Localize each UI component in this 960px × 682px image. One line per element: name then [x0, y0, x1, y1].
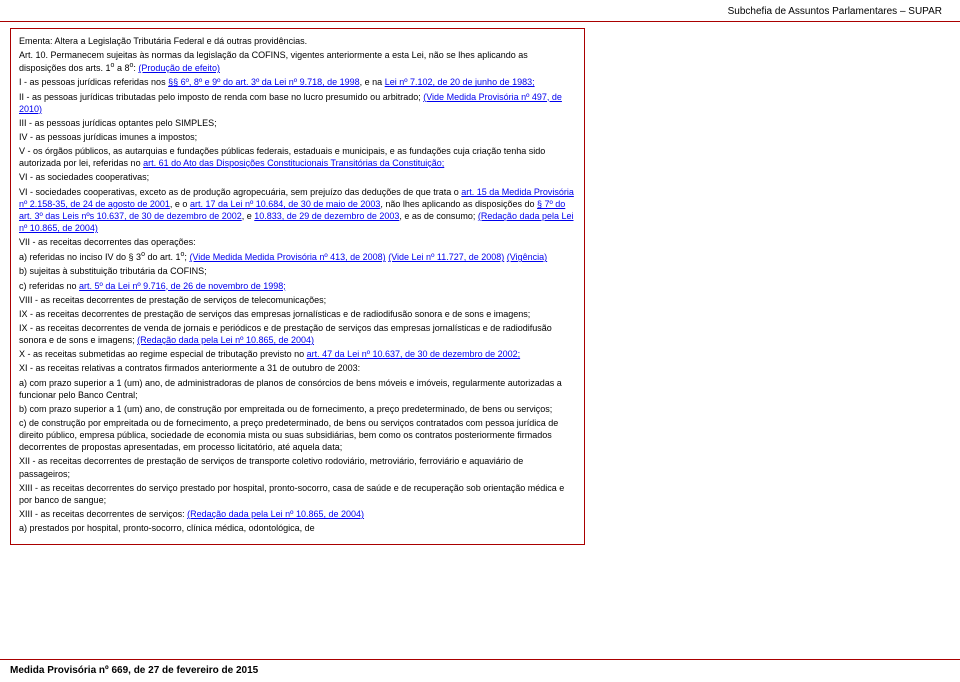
vi2-c: , não lhes aplicando as disposições do	[380, 199, 537, 209]
inciso-v: V - os órgãos públicos, as autarquias e …	[19, 145, 576, 169]
vi2-d: , e	[242, 211, 255, 221]
alinea-c: c) referidas no art. 5º da Lei nº 9.716,…	[19, 280, 576, 292]
link-redacao-10865-c[interactable]: (Redação dada pela Lei nº 10.865, de 200…	[187, 509, 364, 519]
art10-line: Art. 10. Permanecem sujeitas às normas d…	[19, 49, 576, 74]
link-lei-7102[interactable]: Lei nº 7.102, de 20 de junho de 1983;	[385, 77, 535, 87]
vi2-a: VI - sociedades cooperativas, exceto as …	[19, 187, 461, 197]
i-text-a: I - as pessoas jurídicas referidas nos	[19, 77, 168, 87]
link-lei-9718[interactable]: §§ 6º, 8º e 9º do art. 3º da Lei nº 9.71…	[168, 77, 360, 87]
xiii2-text: XIII - as receitas decorrentes de serviç…	[19, 509, 187, 519]
inciso-vi-b: VI - sociedades cooperativas, exceto as …	[19, 186, 576, 235]
ii-text: II - as pessoas jurídicas tributadas pel…	[19, 92, 423, 102]
inciso-vii: VII - as receitas decorrentes das operaç…	[19, 236, 576, 248]
a-text-b: do art. 1	[145, 252, 181, 262]
art10-text-a: Art. 10. Permanecem sujeitas às normas d…	[19, 50, 528, 73]
inciso-viii: VIII - as receitas decorrentes de presta…	[19, 294, 576, 306]
link-art47-lei10637[interactable]: art. 47 da Lei nº 10.637, de 30 de dezem…	[307, 349, 520, 359]
inciso-i: I - as pessoas jurídicas referidas nos §…	[19, 76, 576, 88]
link-lei-11727[interactable]: (Vide Lei nº 11.727, de 2008)	[388, 252, 504, 262]
inciso-iii: III - as pessoas jurídicas optantes pelo…	[19, 117, 576, 129]
inciso-ix-a: IX - as receitas decorrentes de prestaçã…	[19, 308, 576, 320]
x-text: X - as receitas submetidas ao regime esp…	[19, 349, 307, 359]
xi-alinea-b: b) com prazo superior a 1 (um) ano, de c…	[19, 403, 576, 415]
document-body: Ementa: Altera a Legislação Tributária F…	[11, 29, 584, 544]
vi2-b: , e o	[170, 199, 190, 209]
c-text: c) referidas no	[19, 281, 79, 291]
inciso-ix-b: IX - as receitas decorrentes de venda de…	[19, 322, 576, 346]
ementa-line: Ementa: Altera a Legislação Tributária F…	[19, 35, 576, 47]
xi-alinea-a: a) com prazo superior a 1 (um) ano, de a…	[19, 377, 576, 401]
link-producao-efeito[interactable]: (Produção de efeito)	[138, 63, 220, 73]
art10-text-b: a 8	[114, 63, 129, 73]
inciso-ii: II - as pessoas jurídicas tributadas pel…	[19, 91, 576, 115]
inciso-vi-a: VI - as sociedades cooperativas;	[19, 171, 576, 183]
link-art5-lei9716[interactable]: art. 5º da Lei nº 9.716, de 26 de novemb…	[79, 281, 286, 291]
a-text-a: a) referidas no inciso IV do § 3	[19, 252, 141, 262]
vi2-e: , e as de consumo;	[399, 211, 478, 221]
inciso-xiii-a: XIII - as receitas decorrentes do serviç…	[19, 482, 576, 506]
alinea-a: a) referidas no inciso IV do § 3o do art…	[19, 250, 576, 263]
link-redacao-10865-b[interactable]: (Redação dada pela Lei nº 10.865, de 200…	[137, 335, 314, 345]
i-text-b: , e na	[360, 77, 385, 87]
link-lei-10833[interactable]: 10.833, de 29 de dezembro de 2003	[254, 211, 399, 221]
inciso-xiii-b: XIII - as receitas decorrentes de serviç…	[19, 508, 576, 520]
xiii-alinea-a: a) prestados por hospital, pronto-socorr…	[19, 522, 576, 534]
page-header-title: Subchefia de Assuntos Parlamentares – SU…	[0, 0, 960, 19]
link-mp-413[interactable]: (Vide Medida Medida Provisória nº 413, d…	[189, 252, 385, 262]
link-art61-adct[interactable]: art. 61 do Ato das Disposições Constituc…	[143, 158, 444, 168]
inciso-iv: IV - as pessoas jurídicas imunes a impos…	[19, 131, 576, 143]
inciso-xi: XI - as receitas relativas a contratos f…	[19, 362, 576, 374]
xi-alinea-c: c) de construção por empreitada ou de fo…	[19, 417, 576, 453]
page-footer: Medida Provisória nº 669, de 27 de fever…	[10, 665, 258, 676]
inciso-x: X - as receitas submetidas ao regime esp…	[19, 348, 576, 360]
alinea-b: b) sujeitas à substituição tributária da…	[19, 265, 576, 277]
document-frame: Ementa: Altera a Legislação Tributária F…	[10, 28, 585, 545]
inciso-xii: XII - as receitas decorrentes de prestaç…	[19, 455, 576, 479]
divider-top	[0, 21, 960, 22]
divider-bottom	[0, 659, 960, 660]
link-art17-lei10684[interactable]: art. 17 da Lei nº 10.684, de 30 de maio …	[190, 199, 380, 209]
link-vigencia[interactable]: (Vigência)	[507, 252, 547, 262]
